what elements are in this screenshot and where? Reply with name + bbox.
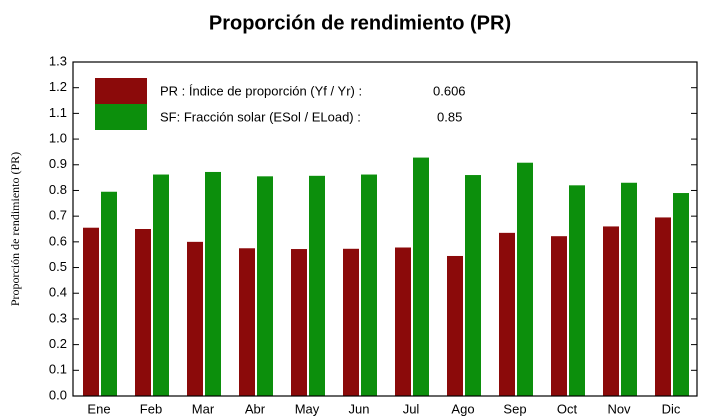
y-tick-label: 0.9	[49, 156, 67, 171]
bar	[395, 247, 411, 396]
bar	[239, 248, 255, 396]
bar	[551, 236, 567, 396]
x-tick-label: Dic	[662, 401, 681, 416]
bar	[187, 241, 203, 396]
y-axis-label: Proporción de rendimiento (PR)	[8, 152, 22, 306]
legend-value: 0.85	[437, 109, 462, 124]
bar	[309, 175, 325, 396]
x-tick-label: Oct	[557, 401, 578, 416]
bar	[205, 171, 221, 396]
bar	[291, 249, 307, 396]
bar	[413, 157, 429, 396]
legend-label: SF: Fracción solar (ESol / ELoad) :	[160, 109, 361, 124]
y-tick-label: 1.3	[49, 53, 67, 68]
legend-swatch	[95, 104, 147, 130]
y-tick-label: 0.7	[49, 208, 67, 223]
bar	[83, 227, 99, 396]
plot-frame	[72, 61, 698, 397]
x-tick-label: Ene	[87, 401, 110, 416]
bar	[361, 174, 377, 396]
y-tick-label: 0.3	[49, 310, 67, 325]
bar	[465, 175, 481, 396]
bar	[499, 232, 515, 396]
chart-title: Proporción de rendimiento (PR)	[209, 12, 511, 34]
y-tick-label: 0.6	[49, 233, 67, 248]
bar	[673, 193, 689, 396]
bar	[135, 229, 151, 396]
bar	[517, 162, 533, 396]
x-tick-label: Ago	[451, 401, 474, 416]
y-tick-label: 0.0	[49, 387, 67, 402]
x-tick-label: Jun	[349, 401, 370, 416]
x-tick-label: Sep	[503, 401, 526, 416]
y-tick-label: 0.8	[49, 182, 67, 197]
bar	[603, 226, 619, 396]
x-tick-label: Abr	[245, 401, 266, 416]
x-tick-label: Jul	[403, 401, 420, 416]
y-tick-label: 1.2	[49, 79, 67, 94]
bar	[101, 191, 117, 396]
y-tick-label: 0.1	[49, 362, 67, 377]
bar	[569, 185, 585, 396]
y-tick-label: 1.0	[49, 131, 67, 146]
legend-swatch	[95, 78, 147, 104]
y-tick-label: 1.1	[49, 105, 67, 120]
bar	[257, 176, 273, 396]
bar	[655, 217, 671, 396]
bar	[153, 174, 169, 396]
x-tick-label: Feb	[140, 401, 162, 416]
y-tick-label: 0.2	[49, 336, 67, 351]
y-tick-label: 0.4	[49, 285, 67, 300]
bar	[621, 182, 637, 396]
legend-label: PR : Índice de proporción (Yf / Yr) :	[160, 83, 362, 98]
x-tick-label: Nov	[607, 401, 631, 416]
x-tick-label: Mar	[192, 401, 215, 416]
bar	[447, 255, 463, 396]
x-tick-label: May	[295, 401, 320, 416]
y-tick-label: 0.5	[49, 259, 67, 274]
legend-value: 0.606	[433, 83, 466, 98]
bar	[343, 248, 359, 396]
